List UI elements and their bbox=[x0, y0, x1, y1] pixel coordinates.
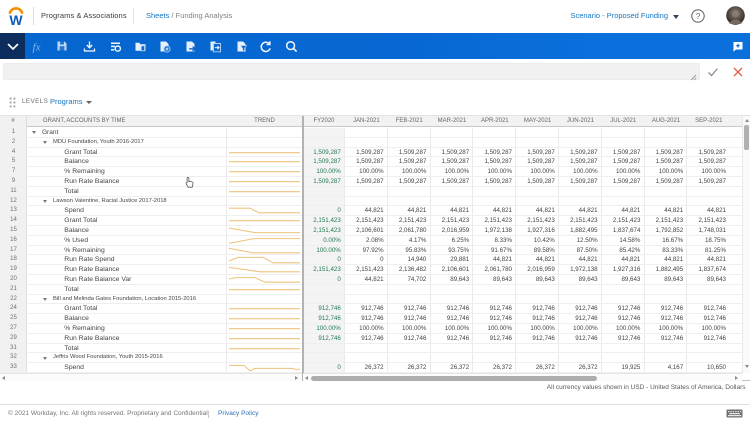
svg-text:?: ? bbox=[696, 11, 701, 21]
svg-text:fx: fx bbox=[32, 41, 40, 53]
svg-text:W: W bbox=[9, 12, 23, 28]
